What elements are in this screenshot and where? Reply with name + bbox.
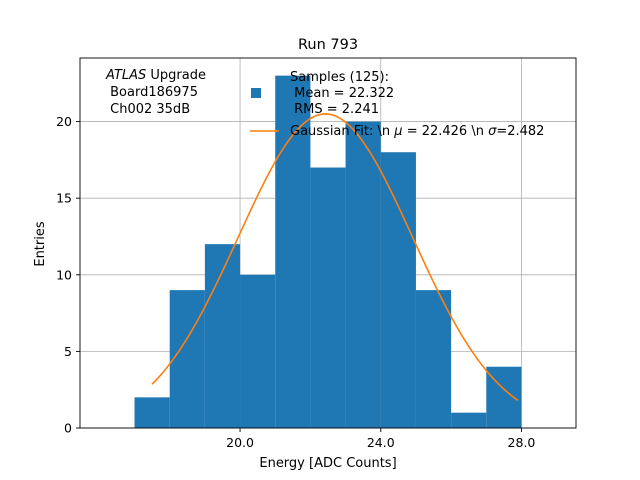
atlas-annotation-line3: Ch002 35dB [106, 102, 190, 117]
histogram-bar [380, 152, 416, 428]
legend-sigma-value: =2.482 [496, 124, 544, 139]
histogram-bar [451, 412, 487, 428]
atlas-annotation-line1: ATLAS Upgrade [105, 68, 206, 83]
legend-mu-symbol: μ [393, 124, 402, 139]
gaussian-fit-curve [151, 113, 519, 402]
legend-samples-swatch [251, 88, 261, 98]
atlas-upgrade-text: Upgrade [146, 68, 206, 83]
histogram-bars [134, 75, 522, 429]
histogram-bar [169, 290, 205, 428]
x-axis-label: Energy [ADC Counts] [259, 456, 396, 471]
histogram-bar [415, 290, 452, 428]
x-tick-label: 20.0 [226, 435, 254, 450]
x-tick-label: 28.0 [508, 435, 536, 450]
y-tick-label: 5 [64, 344, 72, 359]
histogram-bar [345, 121, 381, 428]
y-tick-label: 0 [64, 421, 72, 436]
legend-samples-line2: Mean = 22.322 [290, 86, 394, 101]
legend-samples-line1: Samples (125): [290, 70, 389, 85]
legend-samples-line3: RMS = 2.241 [290, 102, 379, 117]
chart-title: Run 793 [298, 37, 358, 53]
y-axis-label: Entries [33, 221, 48, 267]
atlas-italic-text: ATLAS [105, 68, 146, 83]
histogram-bar [240, 274, 276, 428]
histogram-bar [134, 397, 170, 428]
legend-mu-value: = 22.426 \n [403, 124, 489, 139]
y-axis-ticks: 0 5 10 15 20 [56, 114, 80, 436]
x-axis-ticks: 20.0 24.0 28.0 [226, 428, 535, 450]
x-tick-label: 24.0 [367, 435, 395, 450]
axes-frame [79, 57, 577, 429]
atlas-annotation-line2: Board186975 [106, 85, 198, 100]
legend-fit-label: Gaussian Fit: \n μ = 22.426 \n σ=2.482 [290, 124, 544, 139]
histogram-bar [204, 244, 241, 428]
legend-fit-prefix: Gaussian Fit: \n [290, 124, 394, 139]
legend-sigma-symbol: σ [488, 124, 497, 139]
y-tick-label: 15 [56, 191, 72, 206]
y-tick-label: 20 [56, 114, 72, 129]
histogram-bar [310, 167, 346, 429]
y-tick-label: 10 [56, 267, 72, 282]
